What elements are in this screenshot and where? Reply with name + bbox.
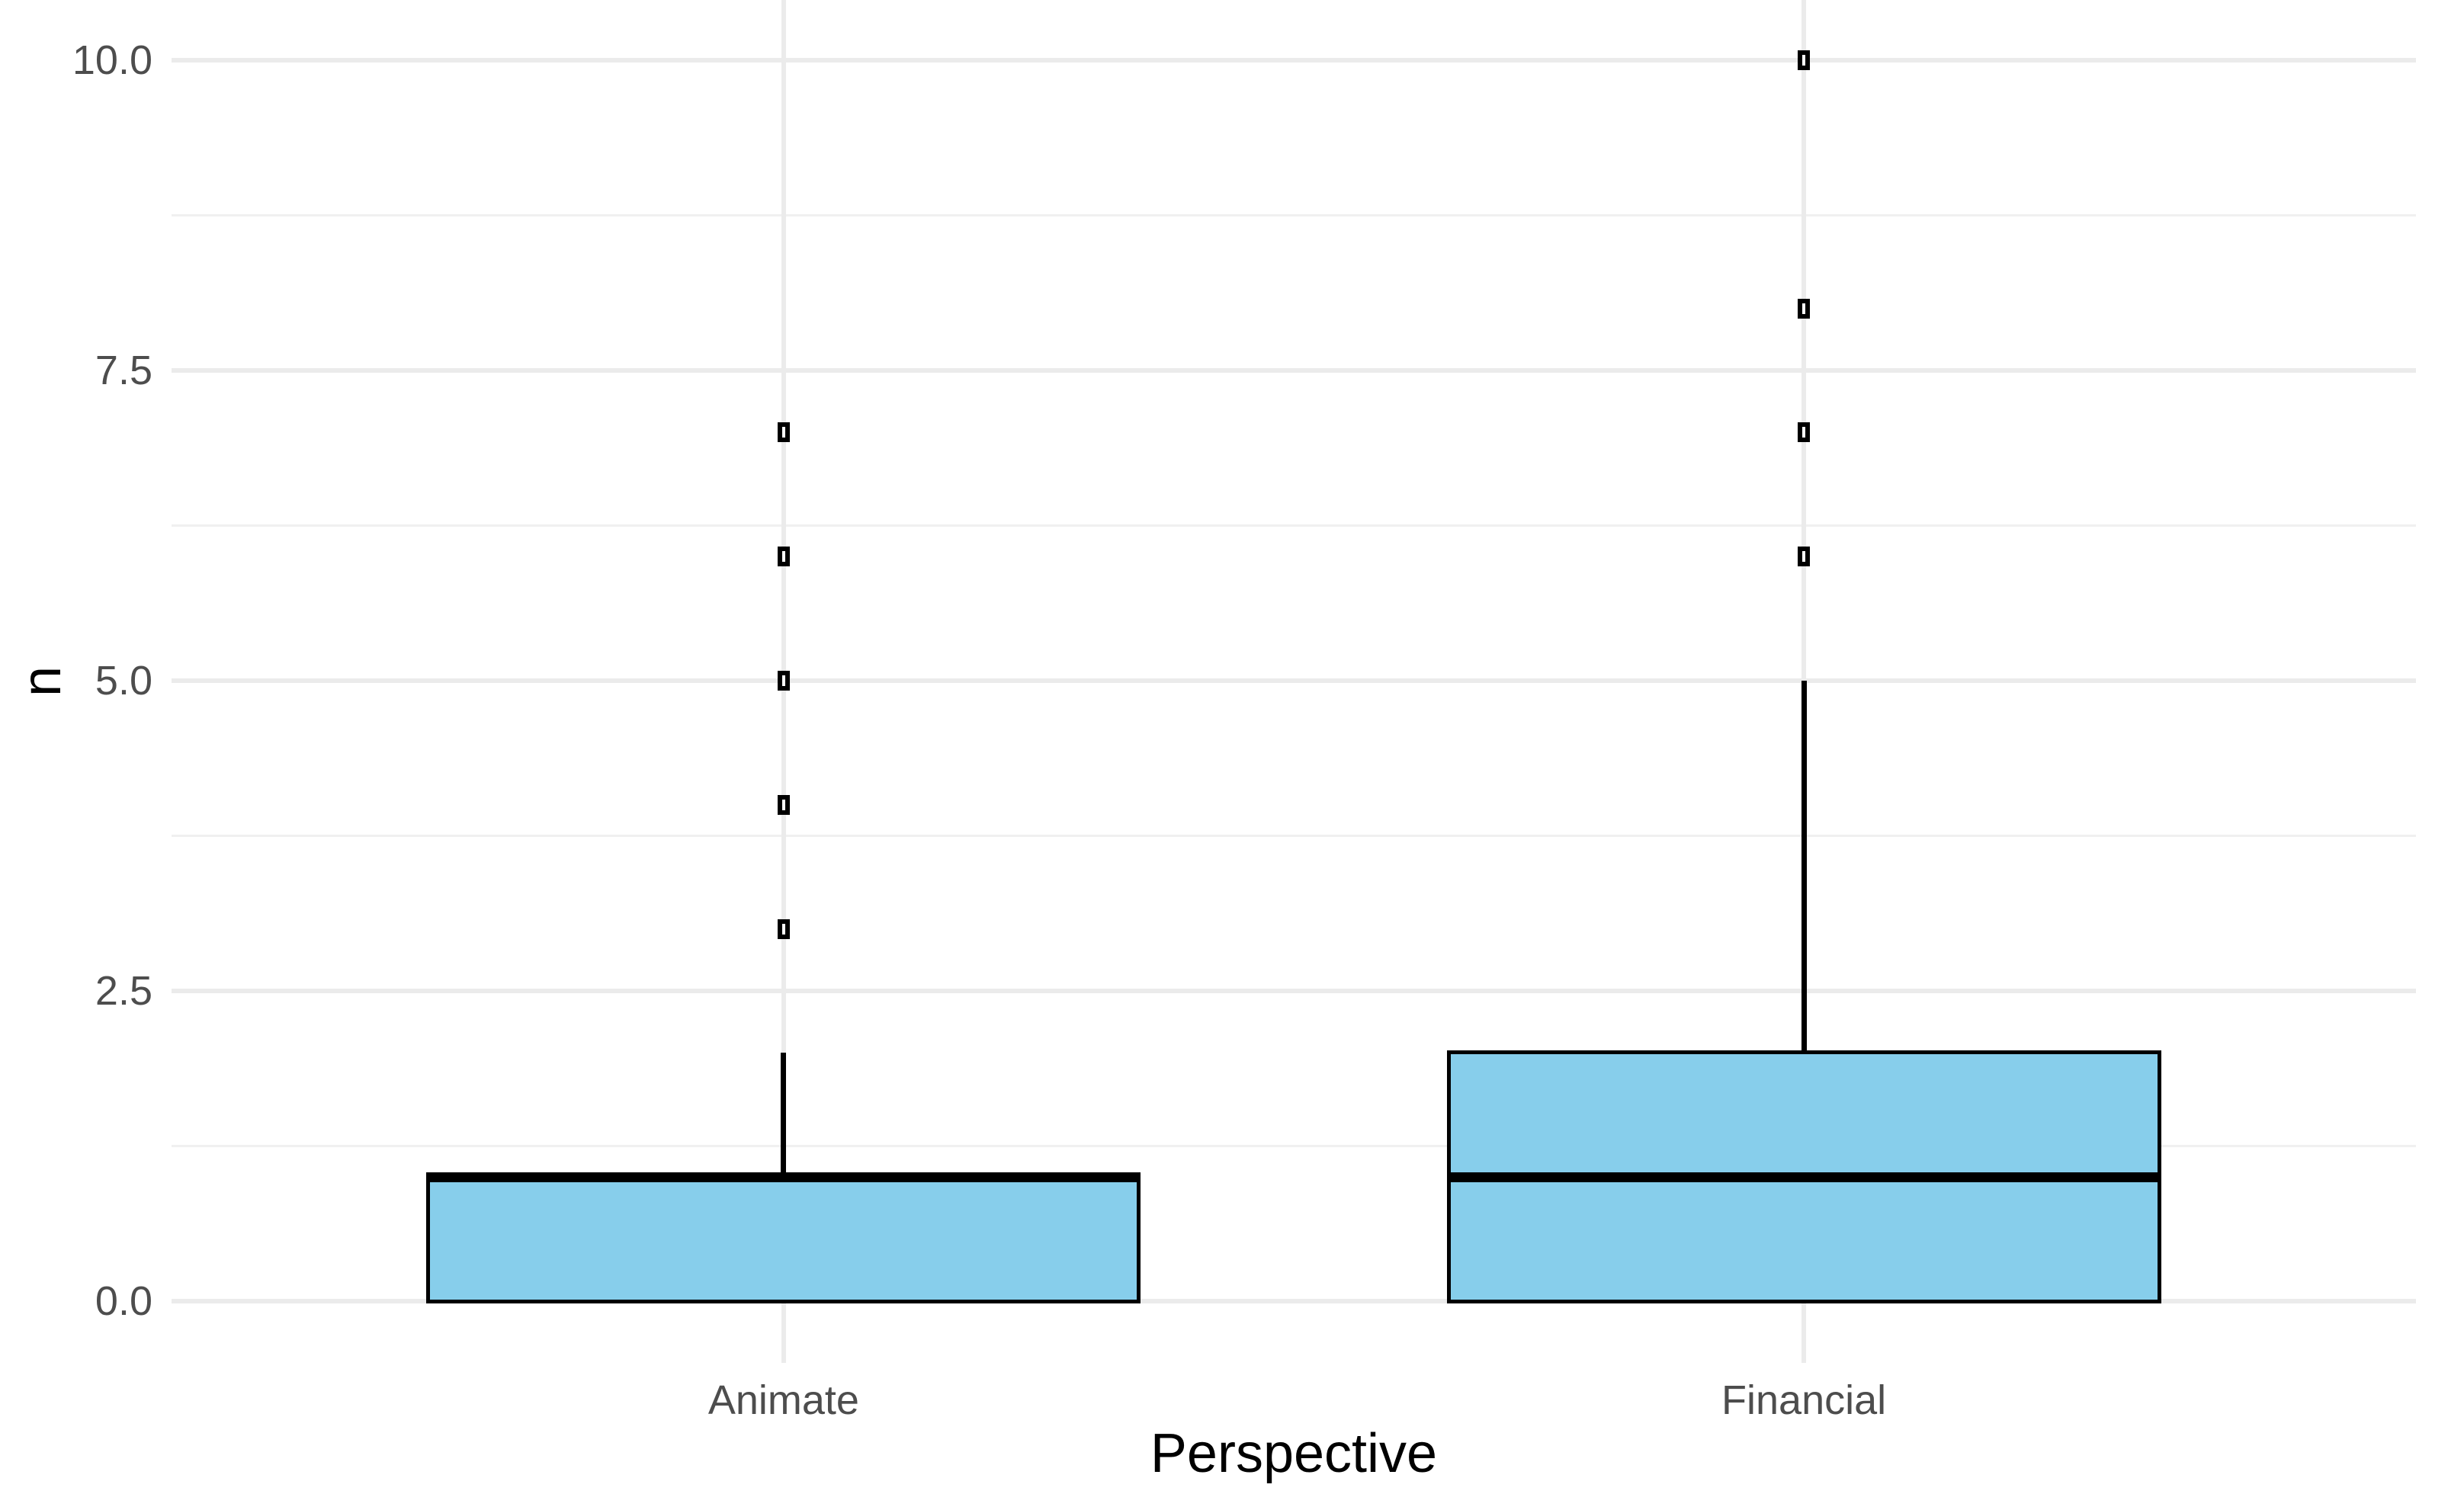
outlier-point-animate (777, 919, 790, 939)
y-tick-label: 7.5 (95, 348, 152, 393)
outlier-point-financial (1798, 50, 1811, 70)
y-tick-label: 10.0 (72, 37, 152, 83)
y-gridline-minor (172, 835, 2416, 837)
y-gridline-major (172, 1299, 2416, 1303)
y-gridline-minor (172, 1145, 2416, 1147)
outlier-point-financial (1798, 298, 1811, 319)
whisker-animate (781, 1053, 787, 1178)
median-line-financial (1446, 1172, 2161, 1182)
y-axis-title: n (11, 665, 72, 697)
outlier-point-animate (777, 547, 790, 567)
x-tick-label-animate: Animate (707, 1377, 859, 1423)
y-gridline-major (172, 368, 2416, 373)
boxplot-box-animate (426, 1175, 1141, 1303)
outlier-point-animate (777, 422, 790, 443)
x-tick-label-financial: Financial (1721, 1377, 1887, 1423)
outlier-point-animate (777, 671, 790, 691)
outlier-point-financial (1798, 422, 1811, 443)
median-line-animate (426, 1172, 1141, 1182)
y-gridline-minor (172, 214, 2416, 216)
whisker-financial (1801, 681, 1807, 1053)
y-gridline-major (172, 678, 2416, 683)
x-axis-title: Perspective (1150, 1423, 1438, 1484)
y-tick-label: 2.5 (95, 968, 152, 1014)
y-gridline-major (172, 58, 2416, 63)
y-gridline-minor (172, 524, 2416, 527)
y-tick-label: 5.0 (95, 658, 152, 704)
y-tick-label: 0.0 (95, 1278, 152, 1324)
y-gridline-major (172, 989, 2416, 993)
outlier-point-financial (1798, 547, 1811, 567)
outlier-point-animate (777, 794, 790, 815)
